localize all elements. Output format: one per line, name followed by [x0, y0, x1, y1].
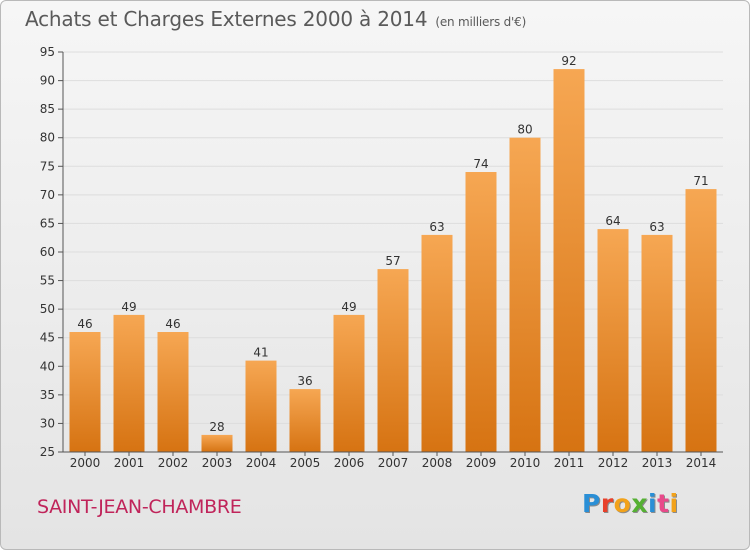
data-label: 49: [121, 300, 136, 314]
bar-2009[interactable]: [465, 172, 497, 452]
x-tick-label: 2006: [334, 456, 365, 470]
data-label: 64: [605, 214, 620, 228]
data-label: 57: [385, 254, 400, 268]
x-tick-label: 2013: [642, 456, 673, 470]
data-label: 63: [649, 220, 664, 234]
y-tick-label: 40: [40, 359, 55, 373]
chart-unit: (en milliers d'€): [435, 15, 527, 29]
bar-2014[interactable]: [685, 189, 717, 452]
data-label: 36: [297, 374, 312, 388]
bar-2004[interactable]: [245, 360, 277, 452]
y-tick-label: 60: [40, 245, 55, 259]
bars: 46 49 46 28 41 36 49 57 63 74 80 92 64 63 71: [69, 54, 717, 452]
bar-2003[interactable]: [201, 434, 233, 452]
bar-2013[interactable]: [641, 234, 673, 452]
y-tick-label: 55: [40, 274, 55, 288]
data-label: 46: [77, 317, 92, 331]
y-tick-label: 90: [40, 74, 55, 88]
bar-2005[interactable]: [289, 389, 321, 452]
bar-2000[interactable]: [69, 332, 101, 452]
y-tick-label: 85: [40, 102, 55, 116]
bar-2007[interactable]: [377, 269, 409, 452]
bar-2010[interactable]: [509, 137, 541, 452]
data-label: 49: [341, 300, 356, 314]
data-label: 46: [165, 317, 180, 331]
x-tick-label: 2011: [554, 456, 585, 470]
x-tick-label: 2010: [510, 456, 541, 470]
data-label: 63: [429, 220, 444, 234]
y-tick-label: 75: [40, 159, 55, 173]
x-tick-label: 2000: [70, 456, 101, 470]
bar-2011[interactable]: [553, 69, 585, 452]
commune-name: SAINT-JEAN-CHAMBRE: [37, 496, 242, 518]
bar-2001[interactable]: [113, 314, 145, 452]
y-tick-label: 30: [40, 416, 55, 430]
bar-2006[interactable]: [333, 314, 365, 452]
y-tick-label: 25: [40, 445, 55, 459]
bar-2002[interactable]: [157, 332, 189, 452]
x-tick-label: 2004: [246, 456, 277, 470]
data-label: 28: [209, 420, 224, 434]
logo-letter: i: [669, 489, 679, 518]
data-label: 74: [473, 157, 488, 171]
bar-2008[interactable]: [421, 234, 453, 452]
x-tick-label: 2003: [202, 456, 233, 470]
x-tick-label: 2007: [378, 456, 409, 470]
x-tick-label: 2009: [466, 456, 497, 470]
x-tick-label: 2005: [290, 456, 321, 470]
logo-letter: P: [582, 489, 601, 518]
y-tick-label: 45: [40, 331, 55, 345]
y-tick-label: 70: [40, 188, 55, 202]
y-tick-label: 50: [40, 302, 55, 316]
data-label: 92: [561, 54, 576, 68]
logo-letter: i: [648, 489, 658, 518]
x-tick-label: 2001: [114, 456, 145, 470]
data-label: 71: [693, 174, 708, 188]
chart-title-text: Achats et Charges Externes 2000 à 2014: [25, 7, 428, 31]
logo-letter: x: [631, 489, 648, 518]
x-tick-label: 2002: [158, 456, 189, 470]
logo-letter: r: [600, 489, 614, 518]
data-label: 80: [517, 123, 532, 137]
y-tick-label: 65: [40, 216, 55, 230]
x-tick-label: 2012: [598, 456, 629, 470]
y-tick-label: 95: [40, 45, 55, 59]
x-tick-label: 2008: [422, 456, 453, 470]
data-label: 41: [253, 346, 268, 360]
axes: 25 30 35 40 45 50 55 60 65 70 75 80 85 90 95 2000 2001 20…: [40, 45, 723, 470]
x-tick-label: 2014: [686, 456, 717, 470]
proxiti-logo[interactable]: Proxiti: [582, 489, 679, 518]
logo-letter: t: [657, 489, 670, 518]
logo-letter: o: [613, 489, 632, 518]
y-tick-label: 80: [40, 131, 55, 145]
y-tick-label: 35: [40, 388, 55, 402]
chart-title: Achats et Charges Externes 2000 à 2014 (e…: [25, 7, 526, 31]
bar-2012[interactable]: [597, 229, 629, 452]
